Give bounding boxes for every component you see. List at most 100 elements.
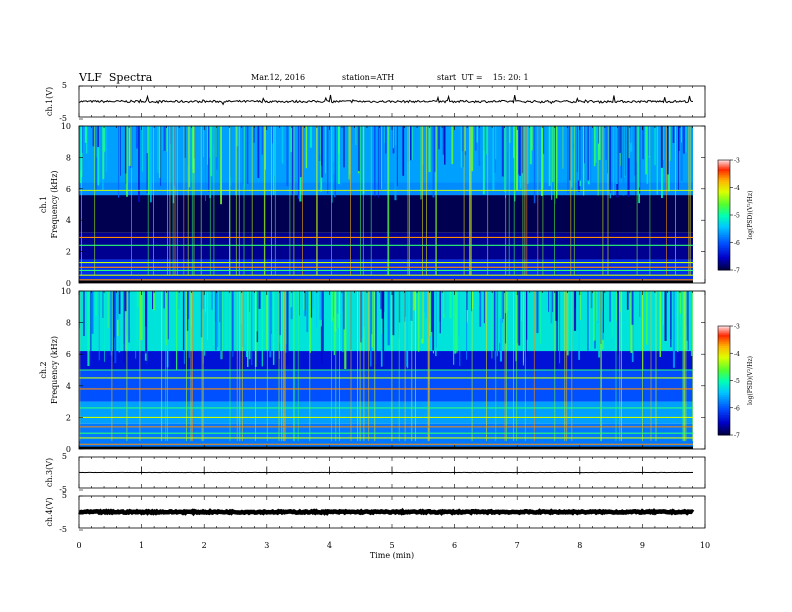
sferic-streak [274, 126, 276, 276]
sferic-streak [239, 291, 241, 442]
ch1_spectrogram-ylabel: Frequency (kHz) [50, 170, 59, 238]
sferic-streak [499, 291, 502, 362]
sferic-streak [167, 291, 169, 340]
sferic-streak [495, 291, 497, 442]
sferic-streak [439, 291, 441, 334]
sferic-streak [191, 126, 193, 276]
sferic-streak [404, 291, 406, 442]
sferic-streak [120, 126, 121, 176]
sferic-streak [229, 126, 231, 276]
sferic-streak [533, 291, 535, 442]
sferic-streak [624, 126, 626, 176]
sferic-streak [253, 126, 255, 143]
y-tick-label: -5 [59, 114, 67, 123]
sferic-streak [524, 126, 526, 276]
sferic-streak [690, 291, 693, 356]
sferic-streak [472, 291, 474, 310]
sferic-streak [664, 291, 667, 341]
sferic-streak [126, 126, 128, 197]
sferic-streak [209, 126, 211, 276]
colorbar-swatch [718, 356, 730, 360]
sferic-streak [165, 291, 168, 346]
sferic-streak [351, 126, 353, 144]
sferic-streak [428, 126, 431, 173]
sferic-streak [589, 126, 592, 192]
sferic-streak [299, 291, 300, 316]
sferic-streak [176, 126, 178, 276]
sferic-streak [413, 291, 416, 311]
y-tick-label: 6 [66, 185, 71, 194]
sferic-streak [123, 291, 125, 364]
sferic-streak [102, 126, 105, 180]
sferic-streak [601, 291, 602, 442]
sferic-streak [499, 291, 501, 318]
sferic-streak [91, 291, 94, 334]
sferic-streak [627, 126, 630, 197]
sferic-streak [344, 291, 346, 341]
sferic-streak [407, 126, 409, 276]
sferic-streak [87, 291, 90, 366]
sferic-streak [597, 291, 599, 324]
sferic-streak [555, 291, 558, 321]
sferic-streak [312, 291, 314, 308]
sferic-streak [508, 126, 510, 276]
colorbar-swatch [718, 400, 730, 403]
sferic-streak [648, 126, 650, 158]
sferic-streak [391, 291, 393, 442]
sferic-streak [263, 126, 265, 276]
sferic-streak [680, 126, 683, 182]
sferic-streak [521, 291, 522, 321]
sferic-streak [114, 291, 117, 364]
sferic-streak [388, 126, 389, 276]
sferic-streak [278, 291, 280, 442]
sferic-streak [675, 126, 676, 276]
sferic-streak [153, 126, 154, 276]
sferic-streak [334, 126, 336, 198]
sferic-streak [243, 126, 245, 276]
colorbar-swatch [718, 420, 730, 423]
sferic-streak [213, 126, 215, 276]
colorbar-swatch [718, 327, 730, 331]
sferic-streak [395, 126, 398, 195]
sferic-streak [146, 291, 148, 365]
colorbar-swatch [718, 163, 730, 166]
colorbar-swatch [718, 396, 730, 400]
sferic-streak [584, 126, 586, 164]
sferic-streak [247, 291, 249, 367]
sferic-streak [146, 126, 149, 194]
sferic-streak [612, 291, 614, 338]
sferic-streak [466, 291, 468, 310]
sferic-streak [529, 126, 532, 165]
sferic-streak [438, 126, 440, 150]
sferic-streak [236, 126, 239, 147]
sferic-streak [124, 291, 127, 312]
sferic-streak [496, 291, 498, 357]
colorbar-swatch [718, 160, 730, 163]
colorbar-swatch [718, 248, 730, 251]
sferic-streak [613, 126, 614, 196]
sferic-streak [406, 291, 409, 369]
sferic-streak [470, 126, 471, 276]
sferic-streak [632, 126, 635, 146]
sferic-streak [506, 291, 509, 312]
colorbar-swatch [718, 191, 730, 194]
colorbar-swatch [718, 433, 730, 436]
sferic-streak [368, 291, 370, 442]
sferic-streak [207, 291, 208, 340]
colorbar-swatch [718, 262, 730, 265]
sferic-streak [281, 291, 283, 442]
sferic-streak [293, 126, 295, 276]
ch1_waveform-trace [78, 94, 694, 106]
sferic-streak [208, 126, 210, 192]
colorbar-swatch [718, 407, 730, 411]
y-tick-label: 5 [62, 491, 67, 500]
sferic-streak [322, 291, 324, 352]
sferic-streak [255, 291, 256, 442]
sferic-streak [418, 291, 420, 352]
sferic-streak [415, 291, 416, 442]
sferic-streak [95, 291, 97, 316]
sferic-streak [635, 126, 637, 196]
sferic-streak [316, 126, 317, 276]
sferic-streak [507, 126, 509, 186]
sferic-streak [111, 291, 113, 442]
